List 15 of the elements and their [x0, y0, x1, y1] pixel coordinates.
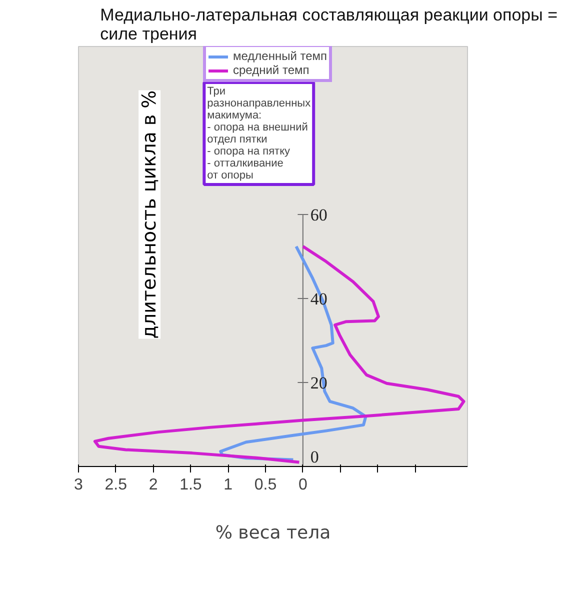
y-tick-label: 60: [310, 206, 328, 224]
x-tick-label: 1.5: [180, 476, 202, 494]
x-tick-label: 0: [298, 476, 308, 494]
y-tick-label: 0: [310, 448, 319, 466]
x-tick-label: 3: [74, 476, 84, 494]
legend-label: медленный темп: [233, 49, 328, 63]
x-tick-label: 2: [148, 476, 158, 494]
legend-label: средний темп: [233, 63, 310, 77]
x-axis-title: % веса тела: [215, 522, 331, 544]
x-tick-label: 2.5: [104, 476, 128, 494]
annotation: Три разнонаправленных макимума: - опора на внешний отдел пятки - опора на пятку - отталкивание от опоры: [207, 86, 312, 182]
y-axis-title: длительность цикла в %: [138, 90, 161, 339]
x-tick-label: 0.5: [254, 476, 277, 494]
chart-title: Медиально-латеральная составляющая реакции опоры = силе трения: [100, 6, 558, 44]
x-tick-label: 1: [224, 476, 233, 494]
